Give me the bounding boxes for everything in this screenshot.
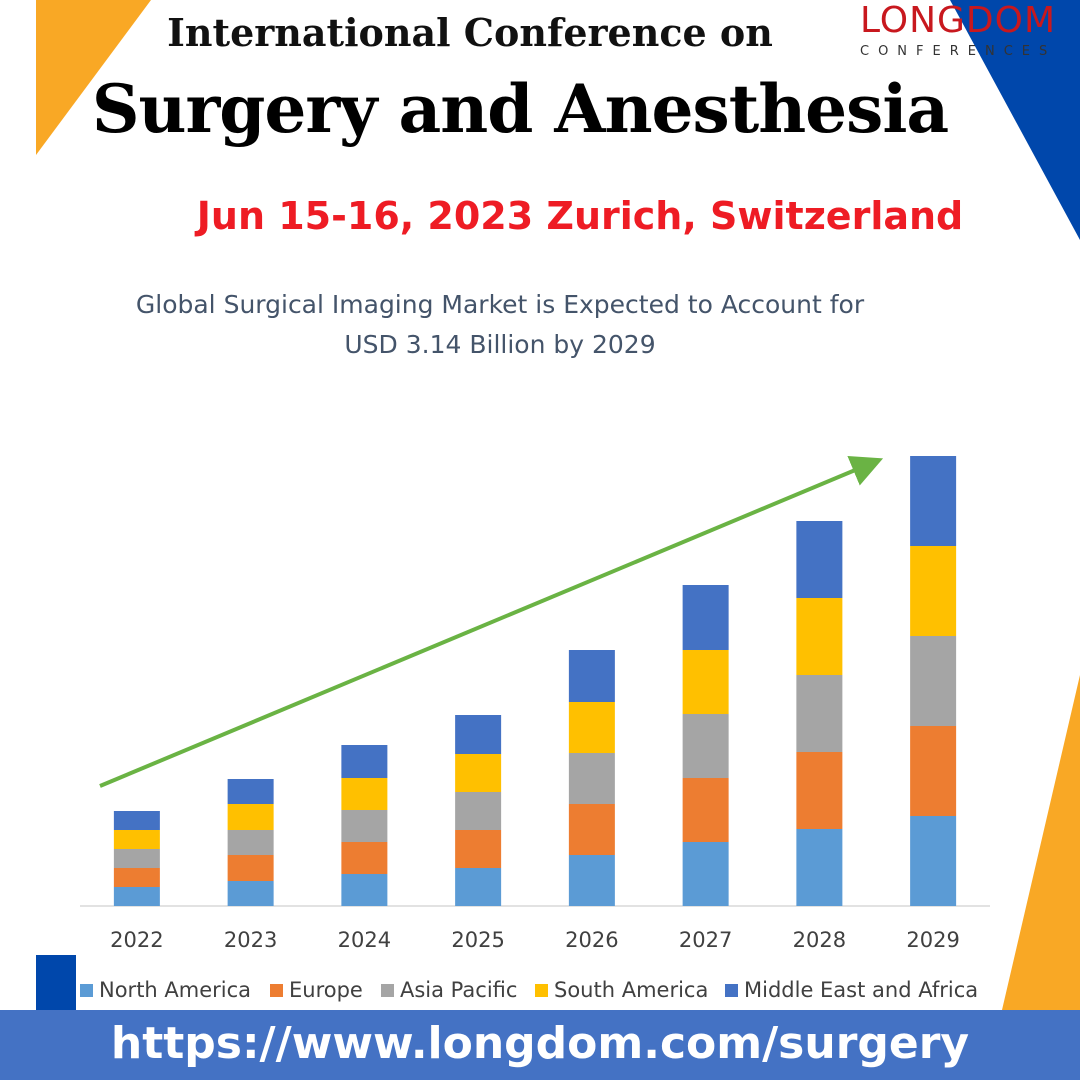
x-tick-label: 2026 (565, 928, 618, 952)
x-tick-label: 2027 (679, 928, 732, 952)
bar-segment (455, 715, 502, 754)
bar-segment (568, 702, 615, 753)
bar-segment (796, 598, 843, 675)
bar-segment (682, 842, 729, 906)
bar-segment (113, 811, 160, 830)
legend-swatch (80, 983, 93, 997)
corner-triangle-top-right (950, 0, 1080, 240)
bar-segment (568, 855, 615, 906)
bar-segment (455, 754, 502, 792)
bar-segment (113, 887, 160, 906)
bar-segment (341, 842, 388, 874)
corner-block-bottom-left (36, 955, 76, 1010)
x-tick-label: 2024 (338, 928, 391, 952)
bar-segment (341, 778, 388, 810)
legend-label: Asia Pacific (400, 978, 518, 1002)
conference-title-line1: International Conference on (167, 10, 773, 55)
footer-url-bar (0, 1010, 1080, 1080)
legend-swatch (535, 983, 548, 997)
bar-segment (796, 675, 843, 752)
conference-title-main: Surgery and Anesthesia (91, 70, 949, 148)
x-tick-label: 2023 (224, 928, 277, 952)
bar-segment (796, 829, 843, 906)
legend-item: North America (80, 978, 251, 1002)
x-tick-label: 2029 (906, 928, 959, 952)
legend-item: Europe (270, 978, 363, 1002)
bar-segment (910, 636, 957, 726)
bar-segment (910, 726, 957, 816)
legend-item: Asia Pacific (381, 978, 517, 1002)
logo-subtitle: CONFERENCES (860, 44, 1057, 59)
logo-brand: LONGDOM (860, 0, 1057, 41)
corner-triangle-bottom-right (1002, 675, 1080, 1010)
bar-segment (227, 779, 274, 804)
bar-segment (341, 745, 388, 778)
chart-title-line1: Global Surgical Imaging Market is Expect… (135, 290, 865, 319)
chart-title-line2: USD 3.14 Billion by 2029 (344, 330, 656, 359)
bar-segment (682, 650, 729, 714)
legend-label: North America (99, 978, 252, 1002)
stacked-bar-chart: 2022 2023 2024 2025 2026 2027 2028 2029 (80, 455, 990, 952)
bar-segment (910, 546, 957, 636)
bar-segment (568, 804, 615, 855)
legend-label: Europe (289, 978, 363, 1002)
legend-swatch (725, 983, 738, 997)
bar-segment (568, 753, 615, 804)
bar-segment (682, 585, 729, 650)
bar-segment (455, 792, 502, 830)
bar-segment (682, 778, 729, 842)
footer-url-link[interactable]: https://www.longdom.com/surgery (110, 1018, 970, 1069)
bar-segment (341, 874, 388, 906)
bar-segment (113, 868, 160, 887)
event-date-location: Jun 15-16, 2023 Zurich, Switzerland (196, 194, 964, 238)
legend-label: South America (554, 978, 709, 1002)
bar-segment (341, 810, 388, 842)
trend-arrow (99, 455, 884, 788)
bar-segment (455, 830, 502, 868)
bar-segment (455, 868, 502, 906)
x-tick-label: 2025 (451, 928, 504, 952)
bar-segment (568, 650, 615, 702)
bar-segment (910, 456, 957, 546)
legend-item: South America (535, 978, 708, 1002)
x-tick-label: 2028 (793, 928, 846, 952)
legend-label: Middle East and Africa (744, 978, 979, 1002)
legend-swatch (270, 983, 283, 997)
bar-segment (796, 521, 843, 598)
bar-segment (910, 816, 957, 906)
legend-item: Middle East and Africa (725, 978, 978, 1002)
bar-segment (227, 881, 274, 906)
legend-swatch (381, 983, 394, 997)
corner-triangle-top-left (36, 0, 151, 155)
x-tick-label: 2022 (110, 928, 163, 952)
bar-segment (227, 830, 274, 855)
bar-segment (227, 855, 274, 881)
bar-segment (227, 804, 274, 830)
bar-segment (113, 830, 160, 849)
bar-segment (796, 752, 843, 829)
bar-segment (682, 714, 729, 778)
bar-segment (113, 849, 160, 868)
